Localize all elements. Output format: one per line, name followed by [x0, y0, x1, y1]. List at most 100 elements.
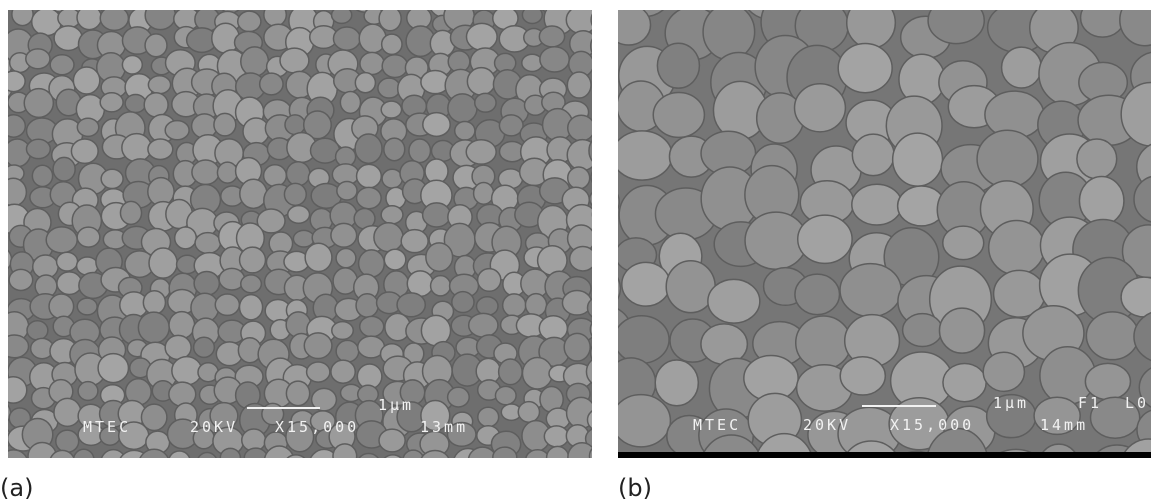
- grain: [382, 55, 407, 78]
- grain: [382, 34, 402, 54]
- grain: [0, 386, 7, 411]
- grain: [526, 479, 546, 496]
- grain: [354, 466, 379, 492]
- grain: [448, 94, 477, 123]
- grain: [1038, 444, 1080, 490]
- grain: [77, 298, 97, 315]
- grain: [0, 335, 28, 358]
- grain: [977, 130, 1038, 187]
- grain: [614, 316, 669, 363]
- grain: [522, 358, 552, 390]
- grain: [169, 312, 195, 339]
- grain: [384, 138, 405, 161]
- grain: [566, 6, 597, 34]
- info: MTEC: [693, 416, 741, 434]
- grain: [71, 139, 98, 163]
- grain: [503, 294, 526, 317]
- grain: [612, 131, 672, 180]
- grain: [939, 308, 984, 353]
- grain: [148, 76, 170, 94]
- grain: [852, 134, 894, 175]
- grain: [607, 5, 651, 46]
- grain: [57, 475, 82, 498]
- grain: [1079, 176, 1123, 225]
- grain: [190, 0, 216, 12]
- grain: [340, 91, 360, 113]
- grain: [194, 337, 215, 357]
- grain: [0, 377, 27, 403]
- grain: [468, 447, 496, 474]
- grain: [381, 206, 403, 224]
- info: X15,000: [890, 416, 974, 434]
- grain: [927, 429, 988, 496]
- grain: [0, 164, 4, 184]
- grain: [192, 160, 219, 184]
- grain: [703, 4, 755, 60]
- grain: [594, 383, 615, 400]
- grain: [50, 450, 75, 474]
- grain: [246, 469, 269, 493]
- grain: [77, 469, 100, 490]
- grain: [336, 340, 359, 362]
- grain: [1002, 47, 1042, 88]
- grain: [572, 0, 626, 4]
- grain: [421, 451, 450, 474]
- grain: [101, 450, 126, 476]
- grain: [809, 464, 849, 496]
- grain: [280, 48, 309, 73]
- grain: [426, 243, 453, 271]
- grain: [293, 230, 314, 247]
- grain: [928, 0, 984, 44]
- grain: [423, 203, 451, 227]
- grain: [54, 398, 81, 426]
- grain: [333, 0, 356, 6]
- caption: (b): [618, 474, 652, 502]
- grain: [145, 34, 167, 57]
- grain: [46, 227, 77, 253]
- grain: [264, 165, 287, 187]
- grain: [590, 339, 620, 366]
- grain: [122, 134, 152, 162]
- grain: [57, 252, 78, 271]
- grain: [355, 73, 375, 93]
- grain: [286, 162, 309, 186]
- grain: [612, 395, 671, 447]
- grain: [496, 469, 526, 494]
- grain: [172, 357, 202, 385]
- grain: [145, 1, 175, 30]
- grain: [4, 139, 30, 167]
- grain: [288, 0, 313, 10]
- grain: [467, 68, 495, 95]
- grain: [518, 402, 539, 423]
- grain: [122, 56, 142, 74]
- grain: [337, 181, 357, 200]
- grain: [336, 248, 356, 267]
- grain: [1086, 312, 1138, 360]
- grain: [24, 89, 53, 118]
- grain: [120, 201, 141, 224]
- grain: [0, 178, 26, 206]
- info: MTEC: [83, 418, 131, 436]
- grain: [594, 121, 619, 147]
- grain: [169, 382, 196, 406]
- grain: [240, 247, 266, 273]
- grain: [452, 292, 474, 313]
- grain: [593, 53, 622, 77]
- grain: [570, 246, 596, 270]
- grain: [284, 455, 308, 476]
- grain: [401, 230, 428, 253]
- grain: [240, 179, 267, 208]
- grain: [265, 0, 289, 7]
- grain: [591, 165, 621, 190]
- grain: [333, 27, 360, 50]
- grain: [123, 470, 147, 495]
- grain: [426, 473, 446, 490]
- grain: [26, 49, 50, 69]
- grain: [431, 276, 451, 296]
- grain: [333, 444, 357, 468]
- grain: [664, 455, 710, 495]
- grain: [466, 23, 497, 50]
- grain: [657, 43, 699, 88]
- grain: [568, 167, 590, 189]
- grain: [847, 0, 896, 48]
